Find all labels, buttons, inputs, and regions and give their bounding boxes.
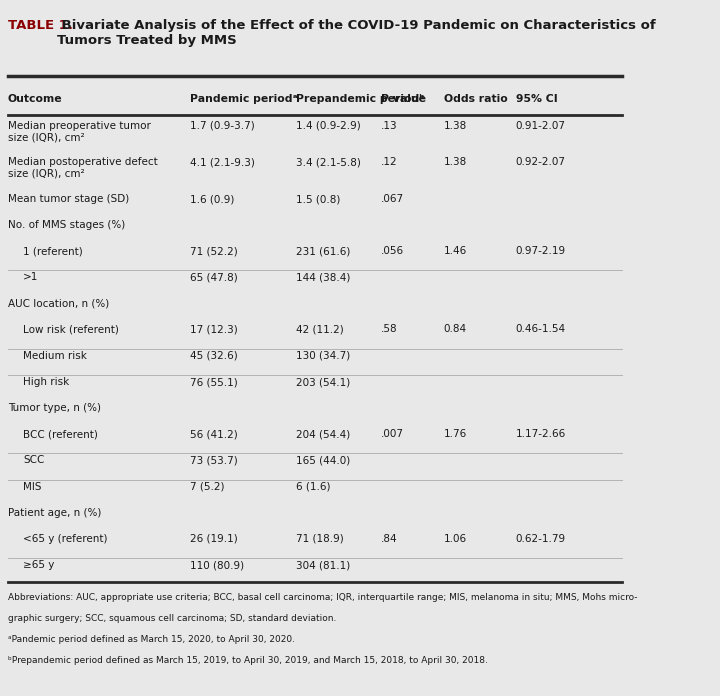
Text: 0.92-2.07: 0.92-2.07 [516,157,566,167]
Text: 204 (54.4): 204 (54.4) [296,429,351,439]
Text: 95% CI: 95% CI [516,94,557,104]
Text: Medium risk: Medium risk [23,351,87,361]
Text: 4.1 (2.1-9.3): 4.1 (2.1-9.3) [189,157,254,167]
Text: 42 (11.2): 42 (11.2) [296,324,344,335]
Text: AUC location, n (%): AUC location, n (%) [8,299,109,309]
Text: Odds ratio: Odds ratio [444,94,508,104]
Text: ᵃPandemic period defined as March 15, 2020, to April 30, 2020.: ᵃPandemic period defined as March 15, 20… [8,635,294,644]
Text: 0.91-2.07: 0.91-2.07 [516,120,566,131]
Text: Bivariate Analysis of the Effect of the COVID-19 Pandemic on Characteristics of
: Bivariate Analysis of the Effect of the … [57,19,655,47]
Text: .067: .067 [381,194,404,204]
Text: <65 y (referent): <65 y (referent) [23,534,108,544]
Text: P value: P value [381,94,426,104]
Text: 110 (80.9): 110 (80.9) [189,560,244,570]
Text: .12: .12 [381,157,397,167]
Text: 1.38: 1.38 [444,120,467,131]
Text: Patient age, n (%): Patient age, n (%) [8,508,101,518]
Text: 71 (18.9): 71 (18.9) [296,534,344,544]
Text: 6 (1.6): 6 (1.6) [296,482,330,492]
Text: 73 (53.7): 73 (53.7) [189,455,238,466]
Text: 26 (19.1): 26 (19.1) [189,534,238,544]
Text: High risk: High risk [23,377,70,387]
Text: TABLE 1.: TABLE 1. [8,19,73,32]
Text: ≥65 y: ≥65 y [23,560,55,570]
Text: 71 (52.2): 71 (52.2) [189,246,238,256]
Text: 65 (47.8): 65 (47.8) [189,272,238,283]
Text: 45 (32.6): 45 (32.6) [189,351,238,361]
Text: 304 (81.1): 304 (81.1) [296,560,351,570]
Text: 144 (38.4): 144 (38.4) [296,272,351,283]
Text: 1.5 (0.8): 1.5 (0.8) [296,194,341,204]
Text: MIS: MIS [23,482,42,492]
Text: Tumor type, n (%): Tumor type, n (%) [8,404,101,413]
Text: 1.4 (0.9-2.9): 1.4 (0.9-2.9) [296,120,361,131]
Text: No. of MMS stages (%): No. of MMS stages (%) [8,221,125,230]
Text: 130 (34.7): 130 (34.7) [296,351,351,361]
Text: graphic surgery; SCC, squamous cell carcinoma; SD, standard deviation.: graphic surgery; SCC, squamous cell carc… [8,614,336,623]
Text: Mean tumor stage (SD): Mean tumor stage (SD) [8,194,129,204]
Text: 203 (54.1): 203 (54.1) [296,377,351,387]
Text: 56 (41.2): 56 (41.2) [189,429,238,439]
Text: 1.6 (0.9): 1.6 (0.9) [189,194,234,204]
Text: 1.76: 1.76 [444,429,467,439]
Text: 0.97-2.19: 0.97-2.19 [516,246,566,256]
Text: .58: .58 [381,324,397,335]
Text: 1.17-2.66: 1.17-2.66 [516,429,566,439]
Text: 0.84: 0.84 [444,324,467,335]
Text: BCC (referent): BCC (referent) [23,429,98,439]
Text: .007: .007 [381,429,404,439]
Text: Pandemic periodᵃ: Pandemic periodᵃ [189,94,297,104]
Text: Low risk (referent): Low risk (referent) [23,324,120,335]
Text: 76 (55.1): 76 (55.1) [189,377,238,387]
Text: 165 (44.0): 165 (44.0) [296,455,351,466]
Text: 3.4 (2.1-5.8): 3.4 (2.1-5.8) [296,157,361,167]
Text: ᵇPrepandemic period defined as March 15, 2019, to April 30, 2019, and March 15, : ᵇPrepandemic period defined as March 15,… [8,656,487,665]
Text: 1.46: 1.46 [444,246,467,256]
Text: Median preoperative tumor
size (IQR), cm²: Median preoperative tumor size (IQR), cm… [8,120,150,142]
Text: Outcome: Outcome [8,94,63,104]
Text: .13: .13 [381,120,397,131]
Text: 1 (referent): 1 (referent) [23,246,83,256]
Text: 0.62-1.79: 0.62-1.79 [516,534,566,544]
Text: Prepandemic periodᵇ: Prepandemic periodᵇ [296,94,425,104]
Text: 17 (12.3): 17 (12.3) [189,324,238,335]
Text: 7 (5.2): 7 (5.2) [189,482,224,492]
Text: .84: .84 [381,534,397,544]
Text: SCC: SCC [23,455,45,466]
Text: 0.46-1.54: 0.46-1.54 [516,324,566,335]
Text: >1: >1 [23,272,39,283]
Text: 1.7 (0.9-3.7): 1.7 (0.9-3.7) [189,120,254,131]
Text: 231 (61.6): 231 (61.6) [296,246,351,256]
Text: Median postoperative defect
size (IQR), cm²: Median postoperative defect size (IQR), … [8,157,158,179]
Text: .056: .056 [381,246,404,256]
Text: 1.38: 1.38 [444,157,467,167]
Text: Abbreviations: AUC, appropriate use criteria; BCC, basal cell carcinoma; IQR, in: Abbreviations: AUC, appropriate use crit… [8,594,637,603]
Text: 1.06: 1.06 [444,534,467,544]
